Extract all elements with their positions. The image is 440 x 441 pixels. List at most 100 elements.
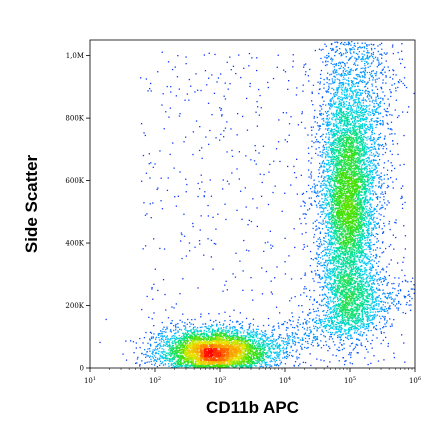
event-point: [360, 111, 362, 113]
event-point: [331, 87, 333, 89]
event-point: [368, 77, 370, 79]
event-point: [332, 341, 335, 343]
event-point: [367, 221, 370, 223]
event-point: [348, 331, 350, 333]
event-point: [231, 331, 234, 333]
event-point: [301, 337, 304, 339]
event-point: [388, 307, 390, 309]
event-point: [375, 227, 377, 229]
event-point: [368, 108, 370, 110]
event-point: [324, 141, 327, 143]
event-point: [257, 340, 259, 342]
event-point: [378, 296, 380, 298]
event-point: [249, 335, 251, 337]
event-point: [364, 242, 366, 245]
event-point: [269, 163, 271, 166]
event-point: [370, 217, 372, 219]
event-point: [372, 77, 374, 79]
event-point: [334, 102, 336, 105]
event-point: [376, 247, 378, 249]
event-point: [371, 171, 373, 174]
event-point: [361, 109, 363, 111]
event-point: [218, 321, 221, 323]
event-point: [386, 292, 389, 294]
event-point: [364, 132, 367, 134]
event-point: [327, 235, 330, 237]
event-point: [187, 318, 189, 321]
event-point: [330, 222, 332, 224]
event-point: [320, 49, 322, 51]
event-point: [339, 108, 341, 110]
event-point: [371, 339, 373, 342]
event-point: [330, 284, 332, 286]
event-point: [336, 331, 339, 333]
event-point: [401, 58, 403, 60]
event-point: [151, 318, 153, 320]
event-point: [377, 303, 380, 305]
event-point: [391, 114, 393, 116]
event-point: [267, 203, 270, 206]
event-point: [291, 312, 293, 314]
event-point: [354, 117, 356, 119]
event-point: [304, 346, 306, 349]
event-point: [152, 357, 155, 359]
event-point: [383, 145, 385, 148]
event-point: [252, 341, 254, 343]
event-point: [384, 191, 386, 193]
event-point: [364, 118, 366, 120]
event-point: [190, 331, 192, 333]
event-point: [370, 161, 372, 163]
event-point: [377, 223, 379, 225]
event-point: [342, 43, 344, 45]
event-point: [405, 86, 408, 89]
event-point: [252, 331, 254, 333]
event-point: [323, 322, 325, 325]
event-point: [358, 328, 360, 330]
event-point: [357, 94, 359, 96]
event-point: [371, 321, 373, 324]
event-point: [145, 78, 147, 80]
event-point: [309, 318, 311, 320]
event-point: [350, 129, 352, 131]
event-point: [370, 303, 372, 305]
event-point: [404, 235, 407, 237]
event-point: [329, 325, 331, 327]
event-point: [350, 343, 353, 345]
event-point: [345, 104, 348, 106]
event-point: [198, 330, 200, 332]
event-point: [368, 213, 371, 216]
event-point: [307, 75, 309, 77]
event-point: [168, 340, 170, 342]
event-point: [340, 327, 343, 329]
event-point: [358, 106, 360, 108]
event-point: [285, 112, 288, 114]
event-point: [371, 277, 374, 279]
event-point: [366, 274, 368, 276]
event-point: [381, 54, 383, 56]
event-point: [325, 340, 327, 343]
event-point: [356, 273, 358, 275]
event-point: [375, 185, 377, 187]
event-point: [332, 102, 335, 104]
event-point: [322, 331, 325, 333]
event-point: [357, 58, 359, 60]
event-point: [166, 189, 169, 191]
event-point: [371, 182, 373, 184]
event-point: [341, 348, 344, 351]
event-point: [383, 182, 385, 184]
event-point: [378, 63, 380, 65]
event-point: [339, 119, 341, 122]
event-point: [145, 356, 147, 358]
event-point: [330, 179, 332, 181]
event-point: [298, 357, 300, 359]
event-point: [384, 137, 386, 139]
event-point: [365, 124, 367, 126]
event-point: [360, 278, 363, 280]
event-point: [321, 108, 323, 110]
event-point: [371, 296, 373, 298]
event-point: [229, 315, 231, 317]
event-point: [332, 354, 334, 356]
event-point: [363, 256, 365, 259]
event-point: [285, 355, 288, 357]
event-point: [373, 260, 375, 262]
